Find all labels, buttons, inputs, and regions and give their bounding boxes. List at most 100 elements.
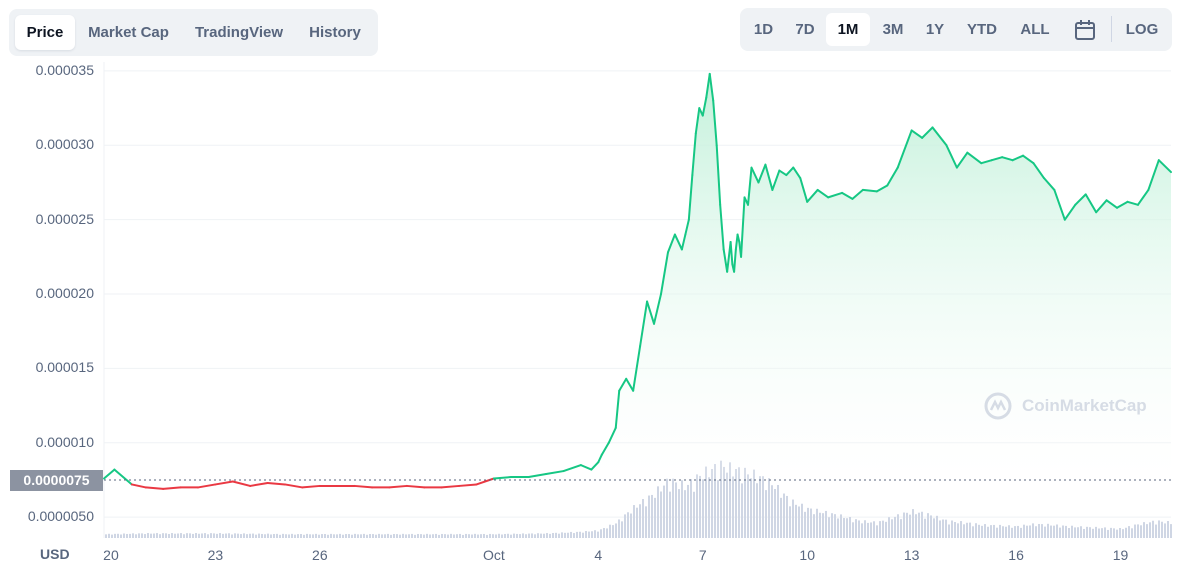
volume-bar — [327, 534, 329, 538]
volume-bar — [165, 533, 167, 538]
volume-bar — [297, 534, 299, 538]
volume-bar — [576, 531, 578, 538]
range-all-button[interactable]: ALL — [1020, 21, 1050, 38]
volume-bar — [294, 534, 296, 538]
volume-bar — [897, 514, 899, 538]
volume-bar — [105, 534, 107, 538]
volume-bar — [657, 486, 659, 538]
price-line-segment — [231, 480, 252, 487]
tab-history[interactable]: History — [309, 24, 361, 41]
volume-bar — [789, 506, 791, 538]
volume-bar — [1065, 525, 1067, 538]
price-line-segment — [1011, 154, 1025, 162]
price-line-segment — [910, 129, 924, 139]
volume-bar — [906, 512, 908, 538]
price-line-segment — [771, 169, 781, 191]
volume-bar — [582, 532, 584, 538]
volume-bar — [696, 474, 698, 538]
price-area-fill — [104, 73, 1171, 480]
price-line-segment — [851, 188, 864, 200]
volume-bar — [420, 534, 422, 538]
price-line-segment — [736, 233, 741, 243]
volume-bar — [141, 533, 143, 538]
price-line-segment — [806, 188, 819, 203]
price-line-segment — [545, 470, 565, 476]
volume-bar — [594, 530, 596, 538]
volume-bar — [822, 513, 824, 538]
volume-bar — [888, 517, 890, 538]
volume-bar — [957, 523, 959, 538]
volume-bar — [666, 478, 668, 538]
volume-bar — [189, 533, 191, 538]
tab-tradingview[interactable]: TradingView — [194, 24, 284, 41]
volume-bar — [987, 526, 989, 538]
price-line-segment — [653, 293, 662, 325]
range-1y-button[interactable]: 1Y — [925, 21, 945, 38]
volume-bar — [636, 507, 638, 538]
volume-bar — [423, 534, 425, 538]
volume-bar — [147, 533, 149, 538]
volume-bar — [603, 528, 605, 538]
volume-bar — [846, 518, 848, 538]
volume-bar — [1017, 525, 1019, 538]
price-line-segment — [785, 166, 795, 177]
price-line-segment — [590, 461, 600, 471]
volume-bar — [882, 520, 884, 538]
price-line-segment — [618, 377, 628, 392]
range-ytd-button[interactable]: YTD — [967, 21, 997, 38]
price-line-segment — [691, 132, 697, 177]
price-line-segment — [196, 483, 217, 489]
volume-bar — [522, 533, 524, 538]
price-line-segment — [625, 377, 635, 392]
price-line-segment — [980, 159, 993, 165]
volume-bar — [924, 518, 926, 538]
volume-bar — [339, 533, 341, 538]
volume-bar — [513, 533, 515, 538]
coinmarketcap-logo-icon — [984, 392, 1012, 420]
volume-bar — [1026, 525, 1028, 538]
volume-bar — [375, 534, 377, 538]
range-1m-button[interactable]: 1M — [826, 13, 870, 46]
volume-bar — [681, 480, 683, 538]
volume-bar — [1152, 520, 1154, 538]
tab-market-cap[interactable]: Market Cap — [88, 24, 169, 41]
volume-bar — [633, 505, 635, 538]
volume-bar — [537, 533, 539, 538]
volume-bar — [231, 534, 233, 538]
volume-bar — [153, 533, 155, 538]
price-line-segment — [1136, 188, 1150, 206]
volume-bar — [714, 464, 716, 538]
range-1d-button[interactable]: 1D — [753, 21, 774, 38]
volume-bar — [768, 478, 770, 538]
volume-bar — [483, 533, 485, 538]
price-line-segment — [799, 177, 809, 203]
volume-bar — [387, 533, 389, 538]
range-3m-button[interactable]: 3M — [882, 21, 904, 38]
volume-bar — [915, 514, 917, 538]
price-line-segment — [1042, 177, 1056, 191]
price-line-segment — [792, 166, 802, 180]
price-line-segment — [405, 484, 426, 489]
price-line-segment — [841, 191, 854, 200]
volume-bar — [654, 497, 656, 538]
volume-bar — [624, 514, 626, 538]
volume-bar — [801, 503, 803, 538]
volume-bar — [810, 508, 812, 538]
volume-bar — [936, 515, 938, 538]
volume-bar — [717, 480, 719, 538]
range-7d-button[interactable]: 7D — [795, 21, 815, 38]
volume-bar — [894, 516, 896, 538]
volume-bar — [345, 534, 347, 538]
volume-bar — [117, 533, 119, 538]
volume-bar — [129, 533, 131, 538]
price-line-segment — [1157, 159, 1172, 174]
log-scale-button[interactable]: LOG — [1125, 21, 1159, 38]
volume-bar — [999, 524, 1001, 538]
volume-bar — [756, 483, 758, 538]
volume-bar — [312, 534, 314, 538]
volume-bar — [276, 533, 278, 538]
tab-price[interactable]: Price — [15, 15, 75, 50]
volume-bar — [450, 533, 452, 538]
volume-bar — [786, 495, 788, 538]
calendar-icon[interactable] — [1074, 19, 1096, 41]
